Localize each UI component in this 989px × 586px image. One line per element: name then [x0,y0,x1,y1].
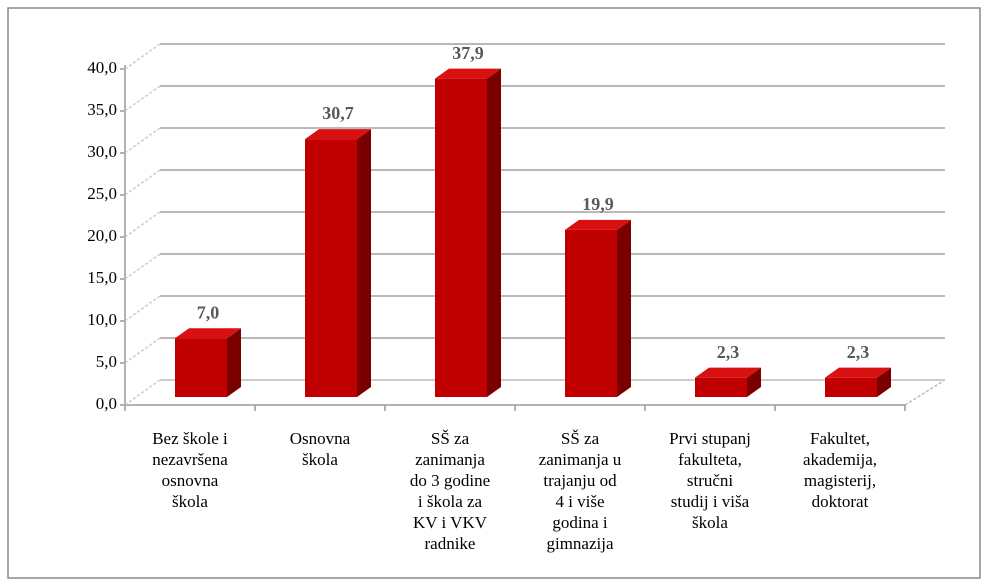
bar-side [747,367,761,397]
y-tick-label: 0,0 [96,394,117,413]
bar-top [825,367,891,378]
x-tick-label: magisterij, [804,471,876,490]
x-tick-label: škola [302,450,338,469]
value-label: 7,0 [197,302,220,322]
x-tick-label: do 3 godine [410,471,490,490]
y-tick-label: 20,0 [87,226,117,245]
depth-line [124,379,161,406]
bar [175,338,227,397]
depth-line [124,85,161,112]
bar-side [617,219,631,397]
value-label: 30,7 [322,103,354,123]
bar [305,139,357,397]
bar [435,78,487,397]
x-tick-label: fakulteta, [678,450,742,469]
bar-side [227,328,241,397]
y-tick-label: 35,0 [87,100,117,119]
x-tick-label: Osnovna [290,429,351,448]
bar-top [565,219,631,230]
x-tick-label: Bez škole i [152,429,228,448]
bar-top [695,367,761,378]
depth-line [124,169,161,196]
depth-line [124,43,161,70]
x-tick-label: KV i VKV [413,513,488,532]
x-tick-label: Fakultet, [810,429,870,448]
depth-line [124,127,161,154]
y-tick-label: 10,0 [87,310,117,329]
x-tick-label: zanimanja [415,450,485,469]
x-tick-label: škola [172,492,208,511]
x-tick-label: SŠ za [431,429,470,448]
floor-edge [904,379,946,406]
bar-top [305,129,371,140]
depth-line [124,211,161,238]
bar [565,229,617,397]
bar [825,377,877,397]
y-tick-label: 5,0 [96,352,117,371]
y-tick-label: 30,0 [87,142,117,161]
depth-line [124,253,161,280]
x-tick-label: trajanju od [543,471,617,490]
x-tick-label: studij i viša [671,492,750,511]
bar [695,377,747,397]
x-tick-label: osnovna [162,471,219,490]
y-tick-label: 15,0 [87,268,117,287]
bar-top [435,68,501,79]
x-tick-label: 4 i više [555,492,604,511]
y-tick-label: 40,0 [87,58,117,77]
x-tick-label: doktorat [812,492,869,511]
x-tick-label: i škola za [418,492,483,511]
x-tick-label: radnike [425,534,476,553]
x-tick-label: škola [692,513,728,532]
x-tick-label: gimnazija [546,534,613,553]
value-label: 2,3 [717,342,740,362]
x-tick-label: zanimanja u [539,450,622,469]
x-tick-label: godina i [552,513,608,532]
x-tick-label: stručni [687,471,734,490]
bar-side [877,367,891,397]
x-tick-label: Prvi stupanj [669,429,751,448]
value-label: 37,9 [452,43,484,63]
bar-top [175,328,241,339]
value-label: 2,3 [847,342,870,362]
depth-line [124,337,161,364]
value-label: 19,9 [582,194,614,214]
x-tick-label: SŠ za [561,429,600,448]
bar-side [487,68,501,397]
x-tick-label: nezavršena [152,450,228,469]
x-tick-label: akademija, [803,450,877,469]
y-tick-label: 25,0 [87,184,117,203]
depth-line [124,295,161,322]
bar-side [357,129,371,397]
